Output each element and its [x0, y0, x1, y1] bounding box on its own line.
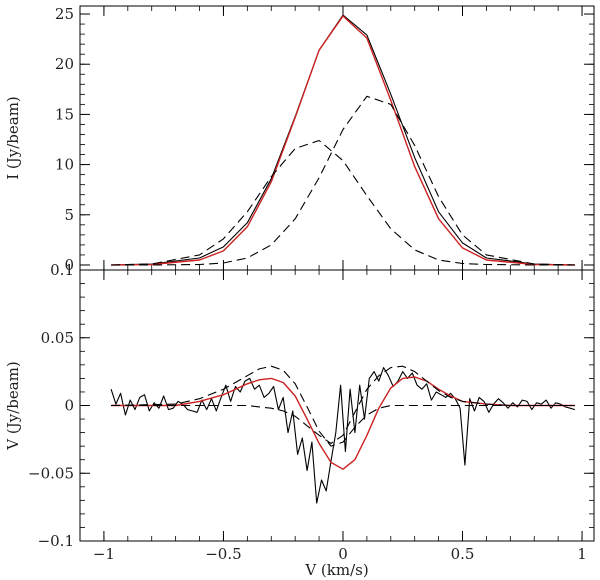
- x-tick-label: −0.5: [205, 545, 241, 563]
- series-line-gaussian-fit-I: [111, 15, 575, 266]
- y-tick-label: 10: [55, 156, 74, 174]
- y-tick-label: 0.1: [50, 261, 74, 279]
- y-tick-label: 5: [64, 206, 74, 224]
- series-line-observed-V: [110, 367, 576, 504]
- x-tick-label: 1: [577, 545, 587, 563]
- y-axis-label: I (Jy/beam): [4, 96, 22, 180]
- series-line-component-2: [111, 95, 575, 266]
- series-group: [110, 365, 576, 504]
- series-group: [111, 14, 575, 266]
- series-line-component-2-V: [111, 365, 575, 444]
- y-tick-label: 15: [55, 105, 74, 123]
- y-axis-label: V (Jy/beam): [4, 361, 22, 451]
- y-tick-label: 25: [55, 5, 74, 23]
- y-tick-label: 20: [55, 55, 74, 73]
- x-axis-label: V (km/s): [304, 561, 368, 579]
- series-line-component-1-V: [111, 365, 575, 447]
- y-tick-label: 0.05: [41, 329, 74, 347]
- series-line-component-1: [111, 139, 575, 266]
- y-tick-label: 0: [64, 256, 74, 274]
- plot-frame: [79, 5, 595, 271]
- y-tick-label: −0.1: [38, 532, 74, 550]
- series-line-observed-I: [111, 14, 575, 266]
- bottom-panel: −1 −0.5 0 0.5 1 −0.1 −0.05 0 0.05 0.1 V (Jy/beam) V…: [4, 261, 595, 579]
- y-tick-label: −0.05: [28, 464, 74, 482]
- series-line-fit-V: [111, 376, 575, 470]
- x-tick-label: 0.5: [451, 545, 475, 563]
- top-panel: 0 5 10 15 20 25 I (Jy/beam): [4, 5, 595, 274]
- y-tick-label: 0: [64, 397, 74, 415]
- x-tick-label: 0: [338, 545, 348, 563]
- x-tick-label: −1: [93, 545, 115, 563]
